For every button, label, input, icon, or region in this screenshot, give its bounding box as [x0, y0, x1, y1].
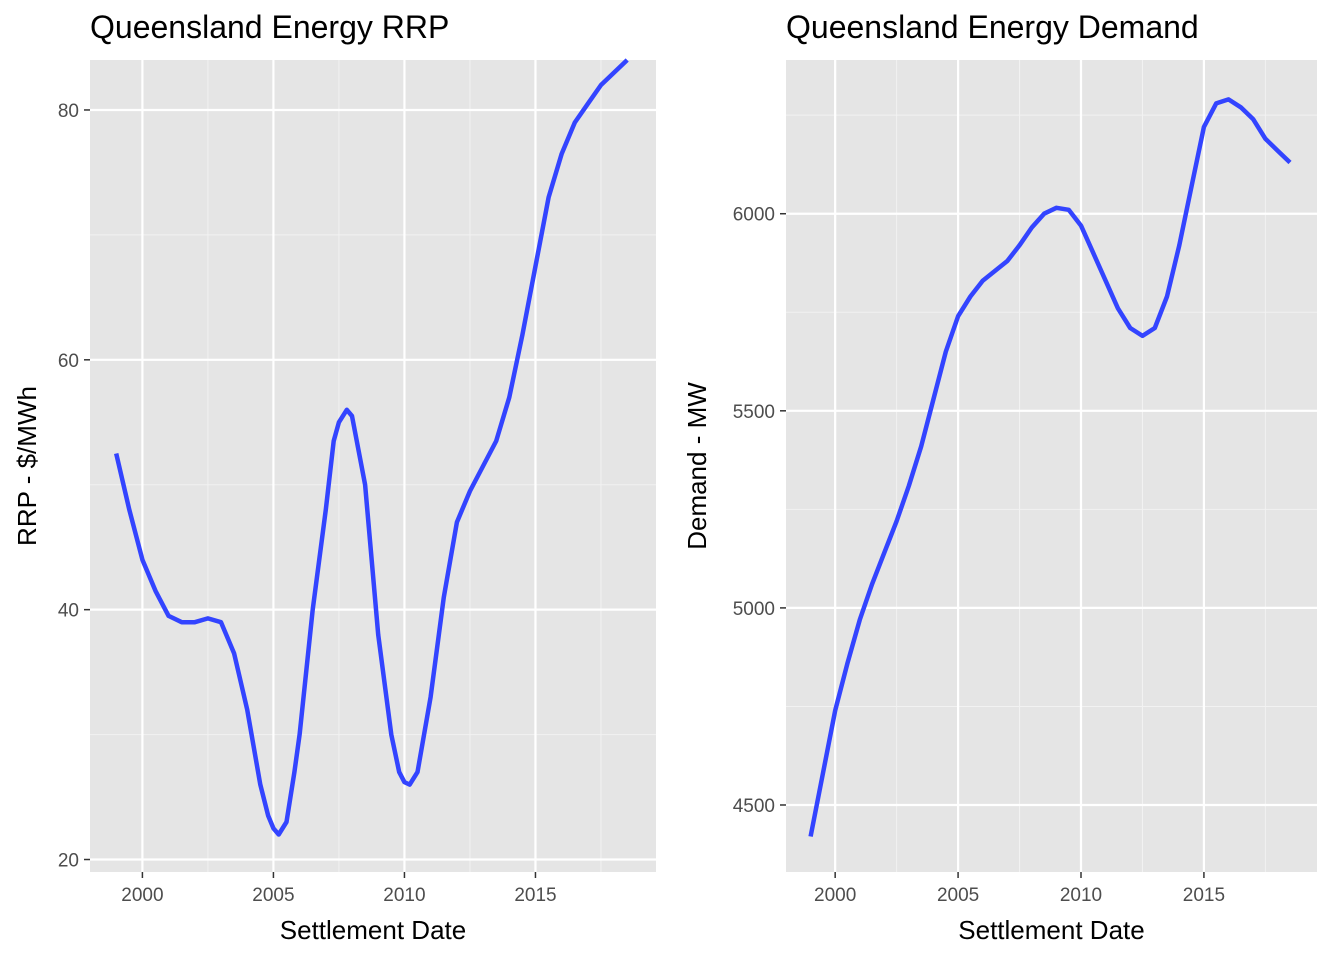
demand-x-tick-label: 2015 — [1183, 885, 1225, 906]
rrp-x-tick-label: 2015 — [514, 885, 556, 906]
demand-y-tick-label: 5500 — [733, 402, 775, 423]
rrp-x-tick-label: 2010 — [383, 885, 425, 906]
demand-y-tick-label: 6000 — [733, 205, 775, 226]
demand-y-tick-label: 4500 — [733, 796, 775, 817]
demand-x-tick-label: 2010 — [1060, 885, 1102, 906]
rrp-x-tick-label: 2005 — [252, 885, 294, 906]
rrp-chart-title: Queensland Energy RRP — [90, 9, 449, 45]
demand-x-tick-label: 2000 — [814, 885, 856, 906]
demand-x-axis-title: Settlement Date — [958, 915, 1144, 945]
rrp-y-tick-label: 60 — [58, 351, 79, 372]
rrp-y-tick-label: 80 — [58, 101, 79, 122]
demand-chart-title: Queensland Energy Demand — [786, 9, 1199, 45]
demand-series-line — [808, 97, 1292, 837]
rrp-y-axis-title: RRP - $/MWh — [12, 386, 42, 546]
rrp-series-line — [114, 58, 629, 837]
rrp-x-tick-label: 2000 — [121, 885, 163, 906]
demand-panel-background — [786, 60, 1317, 872]
demand-panel: 2000 2005 2010 2015 4500 5000 5500 6000 Queensla… — [682, 9, 1317, 945]
rrp-panel-background — [90, 60, 656, 872]
rrp-y-tick-label: 20 — [58, 851, 79, 872]
demand-x-tick-label: 2005 — [937, 885, 979, 906]
demand-y-axis-title: Demand - MW — [682, 382, 712, 550]
rrp-x-axis-title: Settlement Date — [280, 915, 466, 945]
demand-y-tick-label: 5000 — [733, 599, 775, 620]
rrp-y-tick-label: 40 — [58, 601, 79, 622]
rrp-panel: 2000 2005 2010 2015 20 40 60 80 Queensland Energ… — [12, 9, 656, 945]
